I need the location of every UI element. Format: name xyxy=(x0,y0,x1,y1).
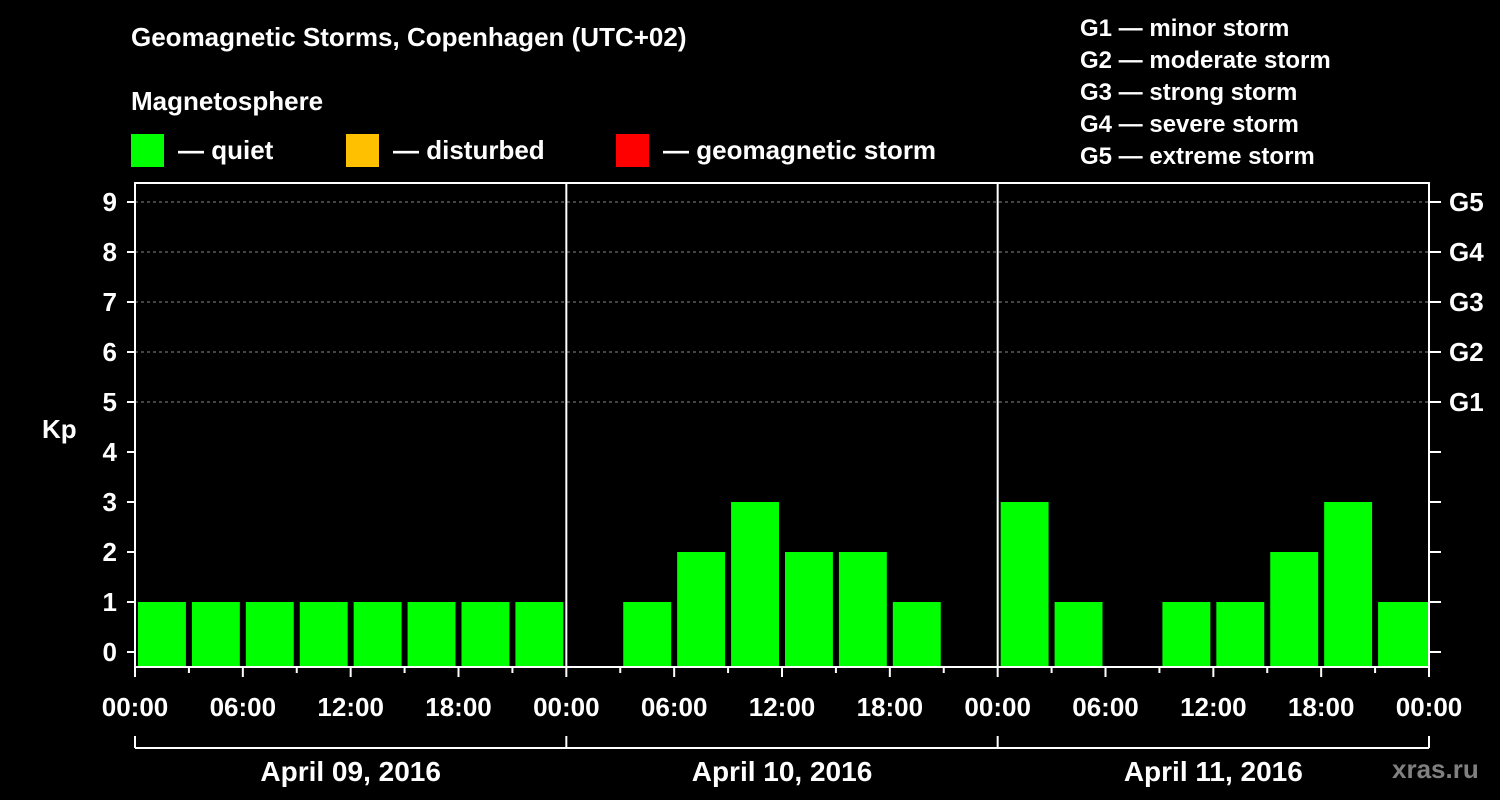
y-tick-label: 2 xyxy=(103,537,117,567)
kp-bar xyxy=(515,602,564,667)
y-tick-label: 9 xyxy=(103,187,117,217)
right-tick-label: G1 xyxy=(1449,387,1484,417)
y-tick-label: 4 xyxy=(103,437,118,467)
storm-scale-legend: G1 — minor storm G2 — moderate storm G3 … xyxy=(1080,13,1331,173)
y-tick-label: 3 xyxy=(103,487,117,517)
x-tick-label: 06:00 xyxy=(210,692,277,722)
x-tick-label: 18:00 xyxy=(425,692,492,722)
legend-storm: — geomagnetic storm xyxy=(616,133,936,167)
watermark: xras.ru xyxy=(1392,754,1479,784)
legend-disturbed-label: — disturbed xyxy=(393,134,545,165)
x-tick-label: 12:00 xyxy=(1180,692,1247,722)
storm-scale-g2: G2 — moderate storm xyxy=(1080,47,1331,74)
kp-bar xyxy=(1324,502,1373,667)
storm-scale-g3: G3 — strong storm xyxy=(1080,79,1298,106)
chart-subtitle: Magnetosphere xyxy=(131,86,324,116)
x-tick-label: 00:00 xyxy=(533,692,600,722)
x-tick-label: 00:00 xyxy=(102,692,169,722)
y-tick-label: 8 xyxy=(103,237,117,267)
chart-title: Geomagnetic Storms, Copenhagen (UTC+02) xyxy=(131,22,687,52)
x-tick-label: 18:00 xyxy=(857,692,924,722)
kp-bar xyxy=(191,602,240,667)
kp-bar xyxy=(892,602,941,667)
legend-storm-swatch xyxy=(616,133,649,167)
kp-bar xyxy=(245,602,294,667)
x-tick-label: 12:00 xyxy=(317,692,384,722)
right-tick-label: G3 xyxy=(1449,287,1484,317)
plot-frame xyxy=(134,182,1430,668)
kp-bar xyxy=(353,602,402,667)
legend-disturbed-swatch xyxy=(346,133,379,167)
kp-bar xyxy=(1378,602,1428,667)
kp-bar xyxy=(677,552,726,667)
kp-bar xyxy=(299,602,348,667)
legend-storm-label: — geomagnetic storm xyxy=(663,134,937,165)
storm-scale-g1: G1 — minor storm xyxy=(1080,15,1290,42)
kp-bar xyxy=(838,552,887,667)
kp-bar xyxy=(623,602,672,667)
x-tick-label: 00:00 xyxy=(964,692,1031,722)
kp-bar xyxy=(1000,502,1049,667)
legend-quiet: — quiet xyxy=(131,133,273,167)
x-tick-label: 06:00 xyxy=(641,692,708,722)
kp-bar xyxy=(785,552,833,667)
kp-bar xyxy=(461,602,510,667)
right-tick-label: G4 xyxy=(1449,237,1484,267)
x-tick-label: 18:00 xyxy=(1288,692,1355,722)
y-tick-label: 1 xyxy=(103,587,117,617)
kp-bar xyxy=(1162,602,1211,667)
right-tick-label: G5 xyxy=(1449,187,1484,217)
day-label: April 09, 2016 xyxy=(260,756,441,787)
kp-bar xyxy=(407,602,456,667)
x-tick-label: 12:00 xyxy=(749,692,816,722)
legend-quiet-swatch xyxy=(131,133,164,167)
x-tick-label: 00:00 xyxy=(1396,692,1463,722)
y-axis-label: Kp xyxy=(42,414,77,444)
legend-quiet-label: — quiet xyxy=(178,134,274,165)
kp-bar xyxy=(1270,552,1319,667)
y-tick-label: 5 xyxy=(103,387,117,417)
kp-bar xyxy=(1054,602,1103,667)
kp-bar xyxy=(731,502,779,667)
day-label: April 11, 2016 xyxy=(1124,756,1303,787)
day-label: April 10, 2016 xyxy=(692,756,873,787)
storm-scale-g4: G4 — severe storm xyxy=(1080,111,1299,138)
x-tick-label: 06:00 xyxy=(1072,692,1139,722)
kp-bar xyxy=(1216,602,1265,667)
kp-bar xyxy=(138,602,186,667)
storm-scale-g5: G5 — extreme storm xyxy=(1080,143,1315,170)
right-tick-label: G2 xyxy=(1449,337,1484,367)
y-tick-label: 6 xyxy=(103,337,117,367)
y-tick-label: 7 xyxy=(103,287,117,317)
y-tick-label: 0 xyxy=(103,637,117,667)
legend-disturbed: — disturbed xyxy=(346,133,545,167)
